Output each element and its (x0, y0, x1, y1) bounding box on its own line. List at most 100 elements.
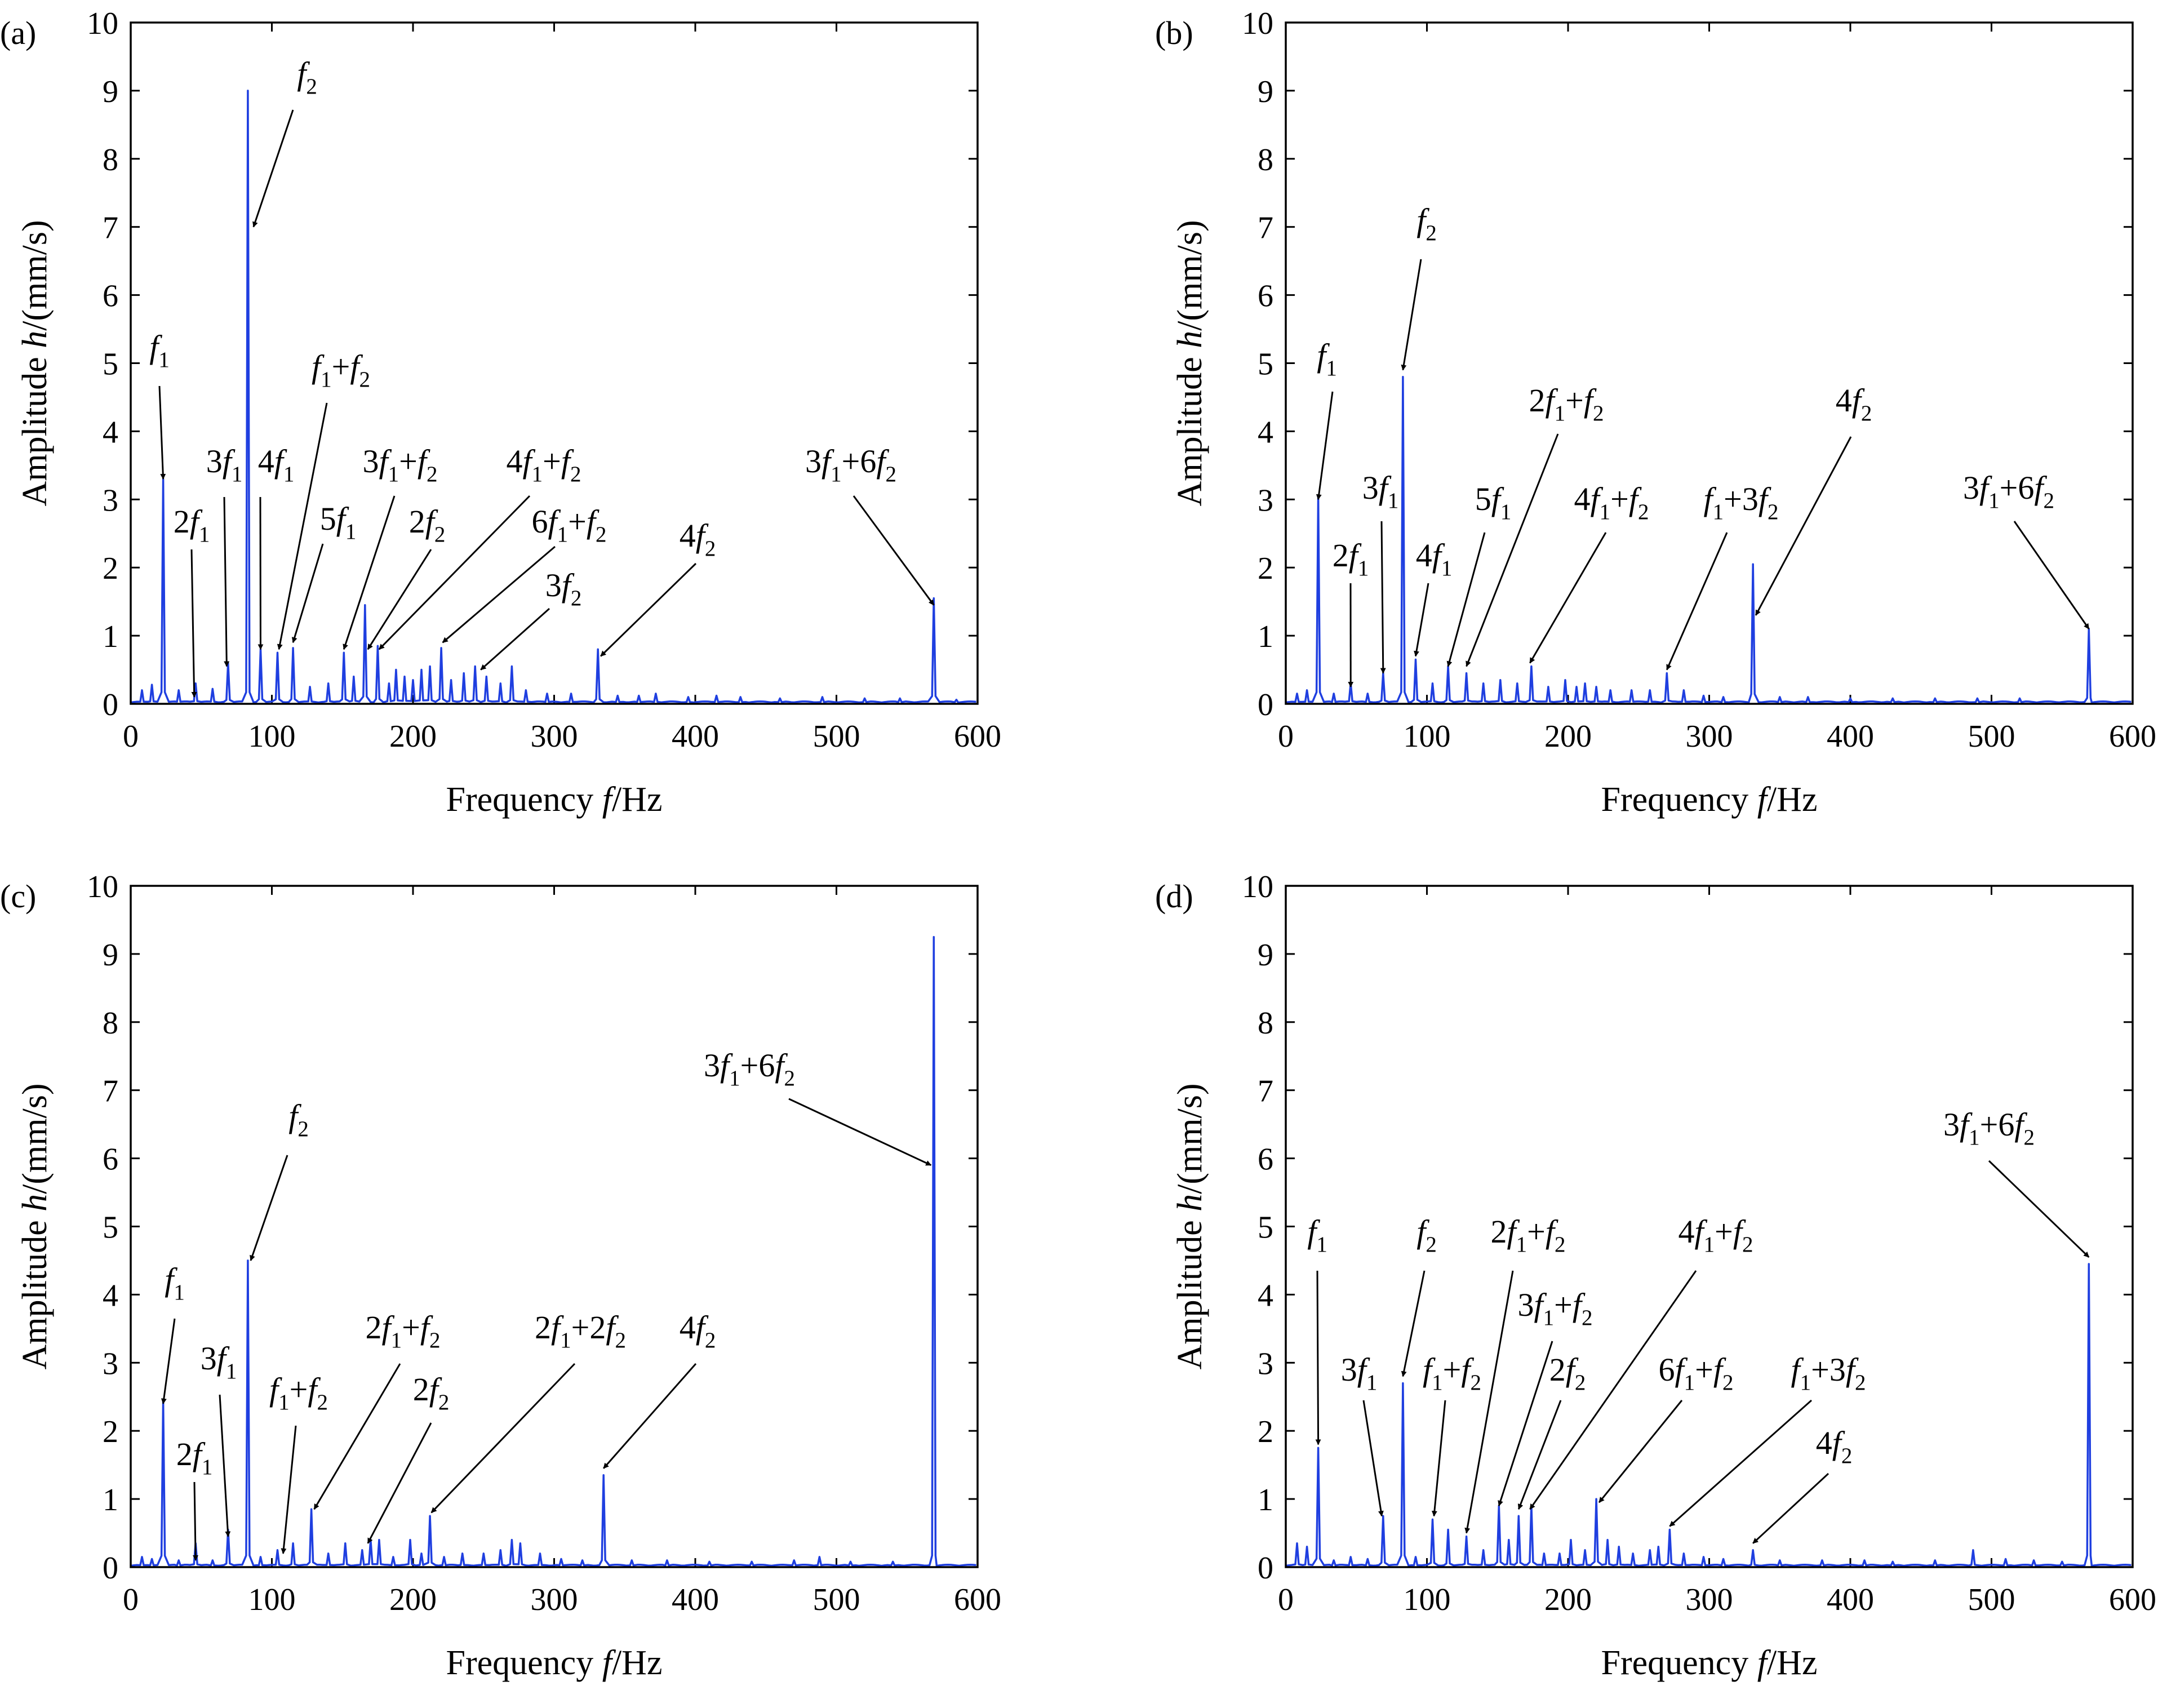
annotation-label: 3f1 (1362, 469, 1399, 513)
annotation-arrow (250, 1155, 288, 1261)
annotation-arrow (1529, 532, 1607, 664)
annotation-label: 2f2 (413, 1371, 450, 1414)
annotation-label: 2f1 (1333, 537, 1369, 580)
y-tick-label: 1 (1258, 1483, 1273, 1518)
y-tick-label: 10 (87, 6, 118, 41)
x-tick-label: 600 (2109, 719, 2156, 754)
x-tick-label: 100 (248, 719, 296, 754)
annotation-arrow (2013, 521, 2090, 629)
annotation-label: 4f1+f2 (1678, 1213, 1753, 1257)
x-axis-title: Frequency f/Hz (446, 1644, 663, 1682)
plot-frame (130, 21, 979, 705)
y-tick-label: 9 (1258, 938, 1273, 973)
x-axis-title: Frequency f/Hz (1601, 780, 1818, 819)
annotation-label: 3f1+6f2 (805, 443, 896, 486)
annotation-arrow (1401, 1270, 1426, 1377)
x-tick-label: 0 (123, 719, 139, 754)
annotation-label: 2f1 (176, 1436, 213, 1479)
panel-tag: (c) (0, 878, 36, 915)
annotation-label: 2f2 (409, 503, 446, 547)
annotation-label: f2 (1416, 202, 1437, 245)
x-tick-label: 500 (813, 1582, 860, 1617)
plot-frame (1285, 885, 2134, 1568)
annotation-label: 3f1 (1341, 1351, 1378, 1395)
y-tick-label: 8 (1258, 143, 1273, 178)
x-tick-label: 600 (954, 719, 1001, 754)
y-tick-label: 7 (1258, 211, 1273, 246)
spectrum-line (130, 935, 976, 1567)
y-tick-label: 4 (1258, 415, 1273, 450)
y-tick-label: 6 (1258, 1142, 1273, 1177)
annotation-arrow (1466, 433, 1559, 667)
annotation-label: 6f1+f2 (532, 503, 607, 547)
y-tick-label: 5 (103, 347, 118, 382)
annotation-label: f1+3f2 (1704, 481, 1779, 524)
annotation-arrow (281, 1425, 297, 1554)
y-tick-label: 2 (1258, 1414, 1273, 1449)
annotation-arrow (367, 1422, 432, 1544)
y-tick-label: 9 (1258, 74, 1273, 109)
spectrum-line (130, 90, 976, 704)
y-axis-title: Amplitude h/(mm/s) (1171, 220, 1209, 506)
x-tick-label: 100 (1404, 1582, 1451, 1617)
x-tick-label: 300 (531, 1582, 578, 1617)
y-tick-label: 0 (1258, 1551, 1273, 1586)
annotation-arrow (367, 549, 432, 650)
annotation-arrow (442, 545, 556, 644)
y-tick-label: 4 (103, 415, 118, 450)
annotation-arrow (161, 1318, 176, 1404)
y-tick-label: 1 (1258, 619, 1273, 654)
plot-frame (1285, 21, 2134, 705)
x-tick-label: 200 (389, 1582, 437, 1617)
y-axis-title: Amplitude h/(mm/s) (16, 220, 54, 506)
annotation-arrow (223, 496, 230, 667)
y-tick-label: 4 (103, 1278, 118, 1313)
annotation-arrow (219, 1394, 231, 1537)
annotation-label: 2f1+f2 (366, 1309, 441, 1352)
annotation-label: f1 (1317, 337, 1337, 380)
y-tick-label: 2 (103, 551, 118, 586)
x-tick-label: 500 (1968, 719, 2015, 754)
annotation-arrow (1401, 259, 1422, 371)
annotation-label: f2 (297, 55, 317, 99)
y-tick-label: 3 (103, 1346, 118, 1381)
annotation-label: 3f1+f2 (1518, 1286, 1593, 1330)
y-tick-label: 7 (103, 211, 118, 246)
annotation-label: 4f2 (680, 1309, 716, 1352)
y-tick-label: 8 (103, 143, 118, 178)
annotation-label: f1 (165, 1261, 185, 1305)
annotation-arrow (1431, 1400, 1446, 1517)
y-tick-label: 2 (103, 1414, 118, 1449)
annotation-label: 3f1+6f2 (704, 1047, 795, 1090)
annotation-arrow (1529, 1270, 1697, 1510)
y-tick-label: 6 (103, 279, 118, 314)
annotation-arrow (1517, 1400, 1562, 1510)
annotation-arrow (343, 495, 396, 650)
x-tick-label: 200 (1544, 719, 1592, 754)
spectrum-line (1285, 1263, 2132, 1567)
annotation-label: 4f2 (680, 517, 716, 561)
annotation-label: 4f1+f2 (507, 443, 581, 486)
annotation-arrow (252, 109, 294, 228)
x-tick-label: 100 (1404, 719, 1451, 754)
annotation-label: f1 (1307, 1213, 1327, 1257)
annotation-label: 2f1 (174, 503, 210, 547)
y-tick-label: 8 (1258, 1006, 1273, 1041)
y-tick-label: 10 (87, 869, 118, 904)
y-tick-label: 0 (103, 687, 118, 722)
annotation-label: f1+f2 (312, 348, 370, 392)
x-tick-label: 300 (531, 719, 578, 754)
x-tick-label: 300 (1686, 1582, 1733, 1617)
y-tick-label: 10 (1242, 869, 1273, 904)
annotation-arrow (1315, 1270, 1321, 1445)
annotation-arrow (1446, 532, 1486, 667)
annotation-label: f1+f2 (1423, 1351, 1481, 1395)
annotation-label: 3f1 (206, 443, 243, 486)
y-tick-label: 7 (1258, 1074, 1273, 1109)
annotation-arrow (1755, 436, 1852, 616)
y-tick-label: 5 (1258, 1210, 1273, 1245)
